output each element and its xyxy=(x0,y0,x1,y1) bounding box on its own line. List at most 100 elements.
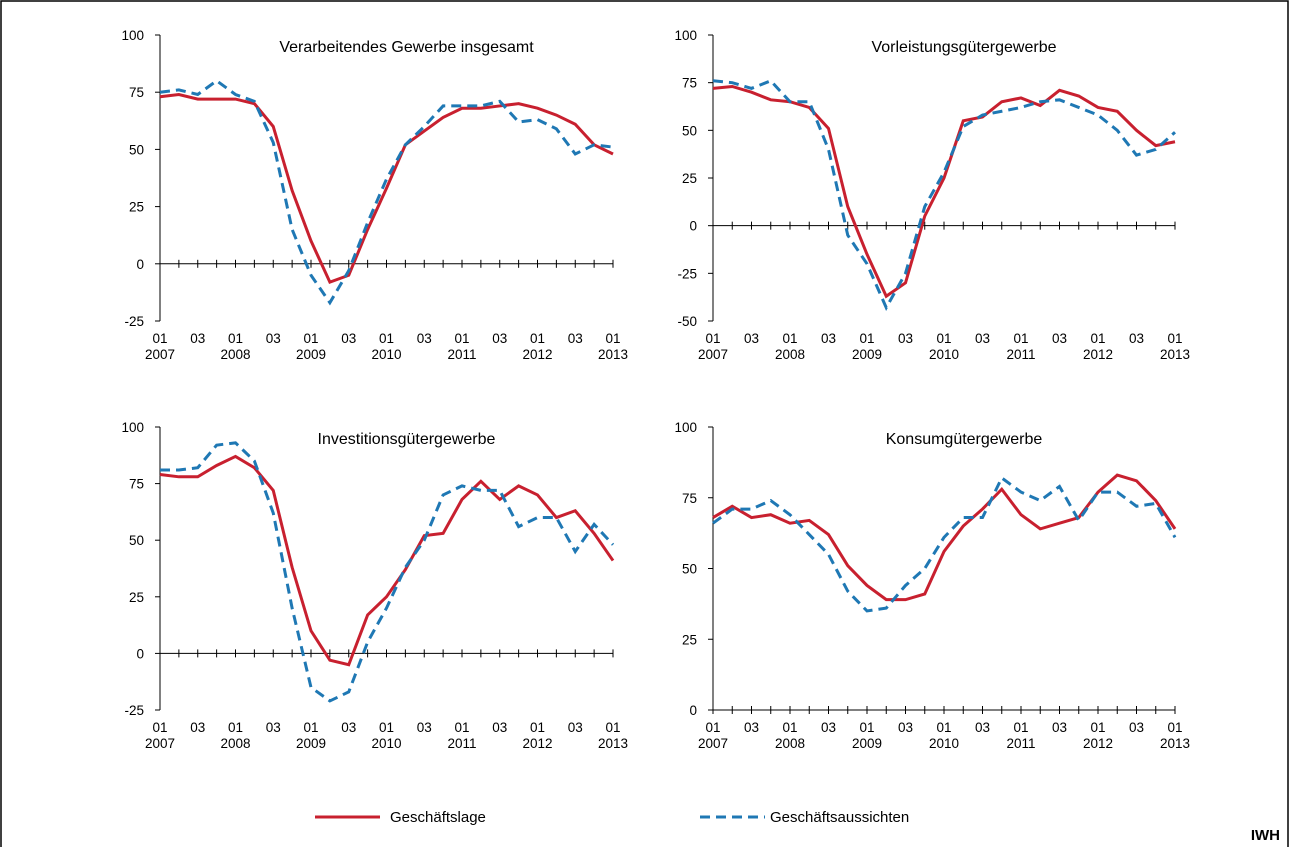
series-line xyxy=(712,78,1176,312)
x-tick-label: 2010 xyxy=(371,347,401,362)
x-tick-label: 03 xyxy=(492,720,507,735)
series-line xyxy=(159,92,614,284)
x-tick-label: 03 xyxy=(898,720,913,735)
y-tick-label: 0 xyxy=(689,703,697,718)
x-tick-label: 03 xyxy=(190,331,205,346)
x-tick-label: 01 xyxy=(379,720,394,735)
x-tick-label: 2010 xyxy=(929,736,959,751)
y-tick-label: 0 xyxy=(136,646,144,661)
x-tick-label: 01 xyxy=(1167,720,1182,735)
y-tick-label: 50 xyxy=(682,562,697,577)
y-tick-label: -25 xyxy=(677,266,697,281)
chart-title: Vorleistungsgütergewerbe xyxy=(871,39,1056,56)
x-tick-label: 01 xyxy=(1090,331,1105,346)
x-tick-label: 01 xyxy=(936,331,951,346)
x-tick-label: 01 xyxy=(454,331,469,346)
x-tick-label: 2010 xyxy=(371,736,401,751)
x-tick-label: 03 xyxy=(744,331,759,346)
x-tick-label: 01 xyxy=(228,720,243,735)
x-tick-label: 03 xyxy=(417,720,432,735)
x-tick-label: 01 xyxy=(1090,720,1105,735)
x-tick-label: 01 xyxy=(782,331,797,346)
x-tick-label: 2009 xyxy=(296,736,326,751)
y-tick-label: 75 xyxy=(682,491,697,506)
x-tick-label: 01 xyxy=(705,720,720,735)
x-tick-label: 2009 xyxy=(852,736,882,751)
x-tick-label: 03 xyxy=(975,720,990,735)
series-line xyxy=(159,454,615,667)
legend-label: Geschäftsaussichten xyxy=(770,809,909,826)
x-tick-label: 2011 xyxy=(1006,347,1035,362)
x-tick-label: 01 xyxy=(859,331,874,346)
x-tick-label: 01 xyxy=(782,720,797,735)
x-tick-label: 01 xyxy=(152,720,167,735)
chart-title: Konsumgütergewerbe xyxy=(886,431,1043,448)
x-tick-label: 01 xyxy=(1167,331,1182,346)
y-tick-label: 100 xyxy=(121,28,144,43)
x-tick-label: 01 xyxy=(379,331,394,346)
x-tick-label: 03 xyxy=(1052,720,1067,735)
x-tick-label: 01 xyxy=(530,331,545,346)
x-tick-label: 2011 xyxy=(1006,736,1035,751)
x-tick-label: 01 xyxy=(936,720,951,735)
x-tick-label: 2007 xyxy=(145,347,175,362)
x-tick-label: 03 xyxy=(1052,331,1067,346)
x-tick-label: 2010 xyxy=(929,347,959,362)
x-tick-label: 2008 xyxy=(220,347,250,362)
x-tick-label: 2007 xyxy=(698,736,728,751)
x-tick-label: 01 xyxy=(1013,720,1028,735)
y-tick-label: 0 xyxy=(136,257,144,272)
series-line xyxy=(159,78,614,306)
x-tick-label: 03 xyxy=(417,331,432,346)
y-tick-label: -50 xyxy=(677,314,697,329)
x-tick-label: 03 xyxy=(568,720,583,735)
x-tick-label: 2012 xyxy=(522,736,552,751)
x-tick-label: 01 xyxy=(152,331,167,346)
x-tick-label: 03 xyxy=(1129,331,1144,346)
x-tick-label: 03 xyxy=(821,720,836,735)
x-tick-label: 2013 xyxy=(1160,347,1190,362)
x-tick-label: 01 xyxy=(605,331,620,346)
y-tick-label: 25 xyxy=(682,171,697,186)
x-tick-label: 01 xyxy=(705,331,720,346)
x-tick-label: 03 xyxy=(744,720,759,735)
y-tick-label: 50 xyxy=(129,533,144,548)
x-tick-label: 01 xyxy=(530,720,545,735)
y-tick-label: 100 xyxy=(121,420,144,435)
y-tick-label: -25 xyxy=(124,314,144,329)
y-tick-label: 100 xyxy=(674,420,697,435)
y-tick-label: 75 xyxy=(129,85,144,100)
x-tick-label: 03 xyxy=(821,331,836,346)
x-tick-label: 01 xyxy=(859,720,874,735)
x-tick-label: 03 xyxy=(341,720,356,735)
x-tick-label: 01 xyxy=(454,720,469,735)
x-tick-label: 2008 xyxy=(220,736,250,751)
series-line xyxy=(712,475,1177,613)
x-tick-label: 2012 xyxy=(522,347,552,362)
x-tick-label: 2011 xyxy=(447,347,476,362)
y-tick-label: 100 xyxy=(674,28,697,43)
x-tick-label: 2011 xyxy=(447,736,476,751)
x-tick-label: 03 xyxy=(492,331,507,346)
x-tick-label: 2013 xyxy=(1160,736,1190,751)
y-tick-label: 75 xyxy=(129,477,144,492)
source: IWH xyxy=(1251,827,1280,844)
x-tick-label: 2008 xyxy=(775,736,805,751)
y-tick-label: 25 xyxy=(682,632,697,647)
x-tick-label: 01 xyxy=(228,331,243,346)
x-tick-label: 2009 xyxy=(296,347,326,362)
x-tick-label: 2008 xyxy=(775,347,805,362)
x-tick-label: 01 xyxy=(605,720,620,735)
y-tick-label: 50 xyxy=(129,142,144,157)
y-tick-label: 75 xyxy=(682,76,697,91)
x-tick-label: 01 xyxy=(303,720,318,735)
x-tick-label: 03 xyxy=(568,331,583,346)
x-tick-label: 2013 xyxy=(598,736,628,751)
x-tick-label: 2007 xyxy=(698,347,728,362)
y-tick-label: 25 xyxy=(129,200,144,215)
chart-title: Investitionsgütergewerbe xyxy=(318,431,496,448)
x-tick-label: 03 xyxy=(266,331,281,346)
y-tick-label: -25 xyxy=(124,703,144,718)
